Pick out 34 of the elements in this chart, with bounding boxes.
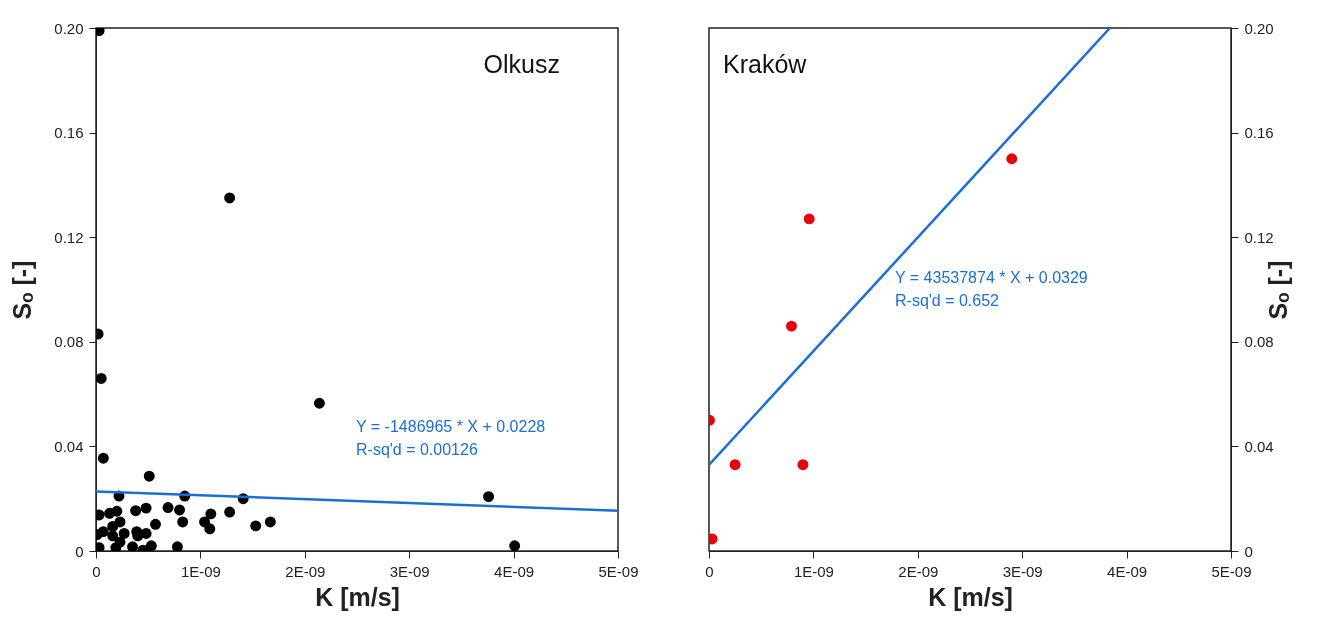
x-tick-label: 1E-09 [793, 562, 834, 580]
y-tick-label: 0.04 [1244, 437, 1274, 455]
text: Olkusz [483, 50, 560, 78]
x-axis-title: K [m/s] [928, 582, 1013, 611]
text: Kraków [723, 50, 808, 78]
x-axis-title: K [m/s] [315, 582, 400, 611]
x-tick-label: 3E-09 [1002, 562, 1043, 580]
y-axis-title: Sₒ [-] [8, 260, 37, 320]
x-tick-label: 1E-09 [180, 562, 221, 580]
x-tick-label: 2E-09 [285, 562, 326, 580]
y-tick-label: 0.20 [1244, 19, 1274, 37]
y-tick-label: 0.20 [54, 19, 84, 37]
annotation: R-sq'd = 0.652 [895, 292, 1000, 309]
annotation: Y = 43537874 * X + 0.0329 [895, 269, 1088, 286]
y-tick-label: 0.12 [1244, 228, 1274, 246]
annotation: R-sq'd = 0.00126 [356, 441, 478, 458]
x-tick-label: 3E-09 [389, 562, 430, 580]
x-tick-label: 0 [92, 562, 101, 580]
y-tick-label: 0 [1244, 542, 1253, 560]
y-tick-label: 0.08 [1244, 333, 1274, 351]
y-tick-label: 0.16 [54, 124, 84, 142]
y-tick-label: 0 [75, 542, 84, 560]
x-tick-label: 4E-09 [494, 562, 535, 580]
y-axis-title: Sₒ [-] [1263, 260, 1292, 320]
y-tick-label: 0.16 [1244, 124, 1274, 142]
x-tick-label: 4E-09 [1107, 562, 1148, 580]
x-tick-label: 2E-09 [898, 562, 939, 580]
x-tick-label: 5E-09 [598, 562, 639, 580]
y-tick-label: 0.12 [54, 228, 84, 246]
x-tick-label: 5E-09 [1211, 562, 1252, 580]
y-tick-label: 0.08 [54, 333, 84, 351]
x-tick-label: 0 [705, 562, 714, 580]
y-tick-label: 0.04 [54, 437, 84, 455]
annotation: Y = -1486965 * X + 0.0228 [356, 418, 546, 435]
